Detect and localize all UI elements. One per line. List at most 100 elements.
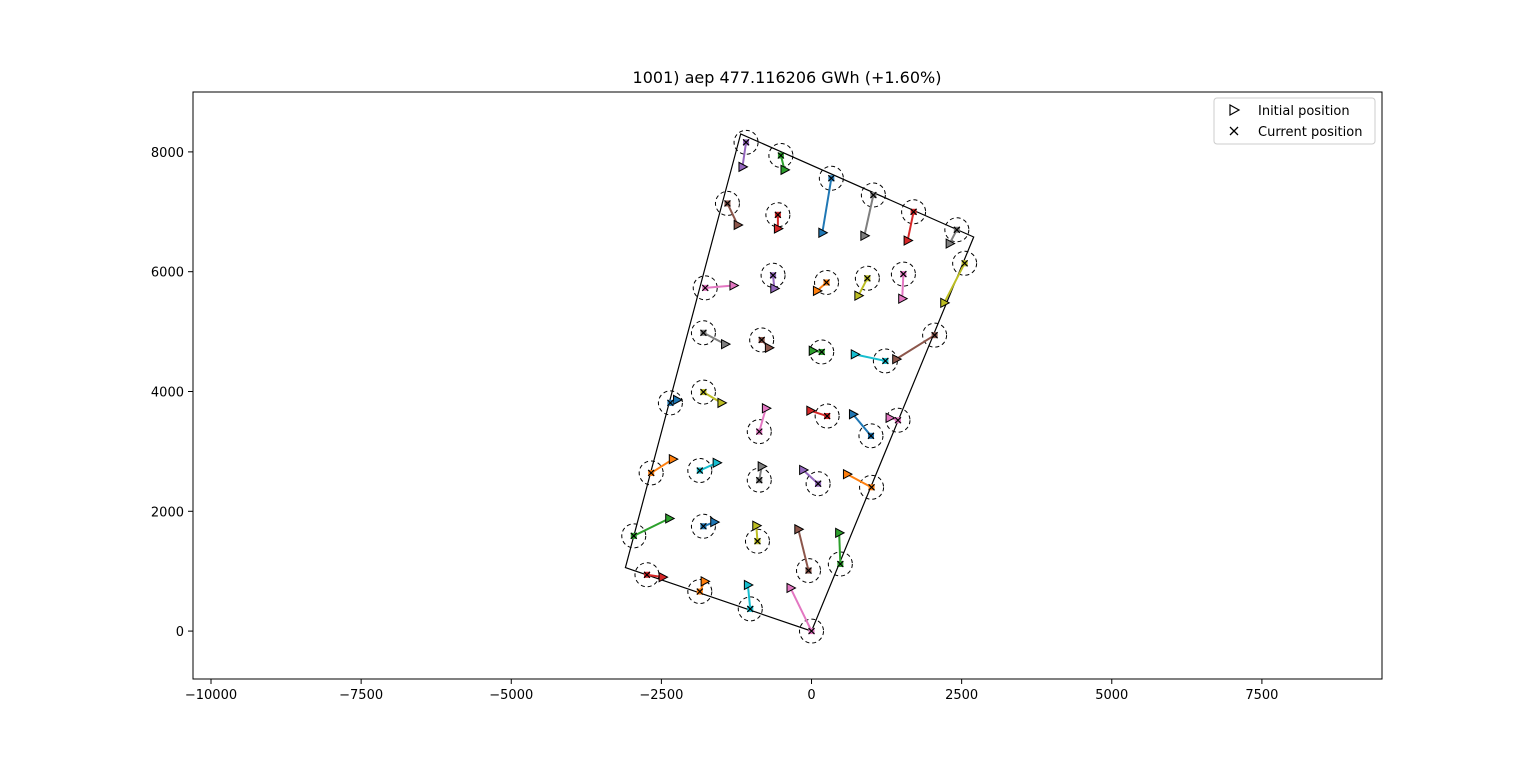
current-position-marker xyxy=(823,412,831,420)
turbine xyxy=(690,379,728,409)
turbine xyxy=(746,461,772,493)
turbine-exclusion-circle xyxy=(799,618,825,644)
initial-position-marker xyxy=(885,412,896,424)
x-tick-label: 2500 xyxy=(945,688,978,703)
turbine xyxy=(687,576,713,605)
turbine-exclusion-circle xyxy=(733,129,759,155)
legend-initial-position: Initial position xyxy=(1258,104,1350,119)
current-position-marker xyxy=(827,174,835,182)
turbine xyxy=(944,217,970,249)
plot-area xyxy=(193,92,1382,679)
current-position-marker xyxy=(700,388,707,396)
turbine xyxy=(827,527,853,577)
y-tick-label: 4000 xyxy=(151,385,184,400)
current-position-marker xyxy=(814,480,822,488)
initial-position-marker xyxy=(700,576,711,587)
turbine-exclusion-circle xyxy=(621,523,647,549)
turbine xyxy=(733,129,759,173)
turbine xyxy=(768,142,794,176)
initial-position-marker xyxy=(729,280,740,291)
turbine xyxy=(657,390,684,416)
turbine-exclusion-circle xyxy=(714,190,740,216)
current-position-marker xyxy=(700,329,707,337)
turbine-exclusion-circle xyxy=(922,322,948,348)
turbine-exclusion-circle xyxy=(814,403,840,429)
turbine xyxy=(848,408,884,449)
y-tick-label: 2000 xyxy=(151,505,184,520)
current-position-marker xyxy=(754,537,761,545)
initial-position-marker xyxy=(770,283,781,294)
current-position-marker xyxy=(818,348,826,356)
turbine-exclusion-circle xyxy=(690,513,716,539)
legend-box xyxy=(1213,97,1376,145)
turbine-exclusion-circle xyxy=(687,458,713,484)
turbine xyxy=(737,579,763,622)
turbine-path xyxy=(705,284,734,289)
turbine-exclusion-circle xyxy=(796,558,822,584)
current-position-marker xyxy=(961,259,969,267)
turbine xyxy=(786,582,825,644)
turbine-exclusion-circle xyxy=(687,579,713,605)
turbine-path xyxy=(852,413,872,437)
turbine-path xyxy=(906,211,915,241)
current-position-marker xyxy=(910,208,918,216)
turbine xyxy=(854,265,880,301)
initial-position-marker xyxy=(806,405,817,416)
turbine xyxy=(638,453,679,486)
initial-position-marker xyxy=(752,520,763,531)
initial-position-marker xyxy=(818,227,829,239)
current-position-marker xyxy=(881,357,889,365)
current-position-marker xyxy=(805,567,812,575)
turbine xyxy=(621,513,676,549)
initial-position-marker xyxy=(673,394,684,406)
turbine-path xyxy=(758,407,767,432)
turbine xyxy=(892,322,948,365)
x-tick-label: −2500 xyxy=(639,688,683,703)
initial-position-marker xyxy=(786,582,797,594)
turbine xyxy=(760,262,786,294)
turbine xyxy=(808,339,835,365)
turbine xyxy=(634,562,669,588)
turbine-exclusion-circle xyxy=(692,275,718,301)
turbine-exclusion-circle xyxy=(860,182,886,208)
initial-position-marker xyxy=(799,464,810,476)
initial-position-marker xyxy=(860,230,871,242)
initial-position-marker xyxy=(773,223,784,234)
initial-position-marker xyxy=(854,290,865,301)
initial-position-marker xyxy=(712,457,723,469)
initial-position-marker xyxy=(898,293,909,304)
current-position-marker xyxy=(630,532,638,540)
x-axis: −10000 −7500 −5000 −2500 0 2500 5000 7500 xyxy=(185,679,1278,703)
current-position-marker xyxy=(696,467,704,474)
chart-title: 1001) aep 477.116206 GWh (+1.60%) xyxy=(633,68,942,87)
turbine xyxy=(714,190,744,231)
turbine-exclusion-circle xyxy=(952,250,978,276)
initial-position-marker xyxy=(945,238,956,249)
initial-position-marker xyxy=(842,468,854,480)
current-position-marker xyxy=(808,627,815,635)
turbine-exclusion-circle xyxy=(746,419,772,445)
turbine-exclusion-circle xyxy=(657,390,683,416)
initial-position-marker xyxy=(743,579,754,591)
initial-position-marker xyxy=(850,349,861,360)
initial-position-marker xyxy=(780,164,791,176)
current-position-marker xyxy=(868,483,875,491)
axes-frame xyxy=(192,91,1383,680)
current-position-marker xyxy=(769,271,777,279)
turbine-path xyxy=(821,178,833,233)
current-position-marker xyxy=(823,279,830,286)
current-position-marker xyxy=(899,270,907,278)
turbine-path xyxy=(838,532,842,565)
turbine xyxy=(860,182,886,242)
current-position-marker xyxy=(724,199,731,207)
turbine-path xyxy=(895,334,936,360)
initial-position-marker xyxy=(668,453,679,465)
initial-position-marker xyxy=(658,571,669,583)
turbine xyxy=(818,165,844,239)
turbine-exclusion-circle xyxy=(858,423,884,449)
initial-position-marker xyxy=(738,161,749,173)
turbine-path xyxy=(633,517,670,537)
turbine xyxy=(799,464,831,497)
turbine xyxy=(692,275,740,301)
